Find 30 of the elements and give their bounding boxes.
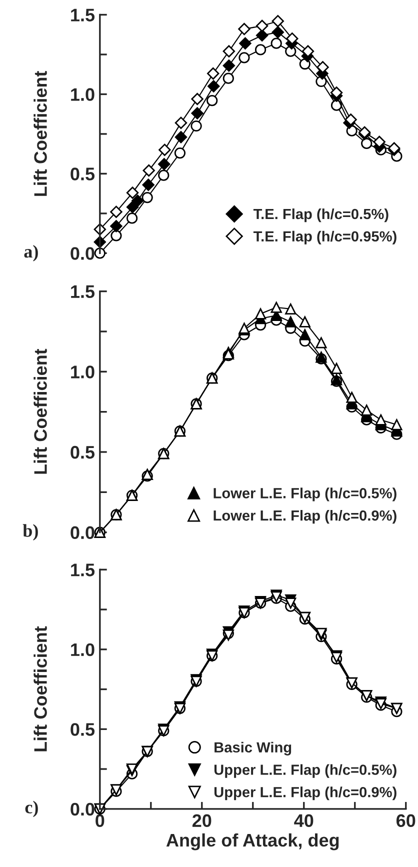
y-tick-label: 1.5 — [71, 8, 95, 22]
legend-label: Upper L.E. Flap (h/c=0.5%) — [214, 764, 396, 778]
text: a) — [24, 244, 38, 262]
y-tick-label: 0.0 — [70, 526, 94, 540]
y-tick-label: 1.0 — [71, 88, 94, 101]
y-tick-label: 1.5 — [71, 285, 95, 298]
x-tick-label: 40 — [294, 814, 314, 828]
legend-label: Basic Wing — [214, 742, 292, 756]
x-axis-title: Angle of Attack, deg — [166, 833, 339, 850]
y-axis-title: Lift Coefficient — [34, 70, 47, 196]
legend-label: T.E. Flap (h/c=0.95%) — [253, 230, 396, 244]
x-tick-label: 60 — [396, 814, 416, 828]
y-tick-label: 0.5 — [70, 723, 95, 736]
text: c) — [25, 800, 38, 818]
x-tick-label: 20 — [192, 814, 212, 828]
y-tick-label: 0.0 — [70, 802, 94, 816]
y-tick-label: 0.5 — [70, 168, 95, 180]
legend-label: Lower L.E. Flap (h/c=0.9%) — [214, 510, 396, 524]
y-tick-label: 0.0 — [70, 247, 94, 260]
text: b) — [22, 524, 38, 541]
x-tick-label: 0 — [96, 814, 104, 828]
legend-label: T.E. Flap (h/c=0.5%) — [253, 208, 388, 222]
y-tick-label: 1.0 — [71, 643, 94, 656]
y-axis-title: Lift Coefficient — [34, 626, 47, 752]
y-tick-label: 1.0 — [71, 366, 94, 378]
legend-label: Lower L.E. Flap (h/c=0.5%) — [214, 488, 396, 502]
y-tick-label: 1.5 — [71, 564, 95, 576]
legend-label: Upper L.E. Flap (h/c=0.9%) — [214, 786, 396, 800]
y-axis-title: Lift Coefficient — [34, 348, 47, 474]
y-tick-label: 0.5 — [70, 446, 95, 459]
